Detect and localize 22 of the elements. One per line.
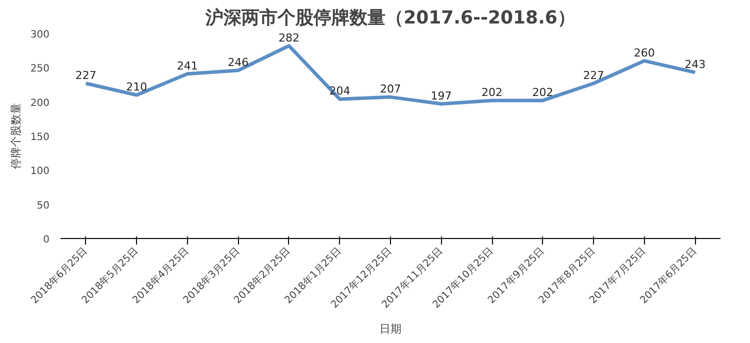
data-label: 243 [684, 58, 706, 71]
y-tick-label: 50 [36, 200, 50, 212]
x-axis-title: 日期 [380, 322, 402, 336]
data-label: 227 [75, 68, 96, 82]
y-axis-title: 停牌个股数量 [9, 103, 22, 169]
y-tick-label: 200 [30, 98, 50, 109]
y-tick-label: 150 [30, 132, 50, 143]
data-label: 246 [228, 56, 249, 69]
data-label: 202 [532, 86, 554, 99]
y-tick-label: 0 [43, 234, 50, 246]
chart-title: 沪深两市个股停牌数量（2017.6--2018.6） [204, 8, 576, 28]
y-tick-label: 250 [30, 64, 50, 75]
data-label: 241 [176, 59, 198, 72]
data-label: 202 [482, 86, 503, 99]
data-label: 197 [430, 89, 452, 102]
data-label: 227 [583, 68, 604, 82]
data-label: 260 [634, 46, 655, 60]
data-label: 207 [380, 82, 401, 96]
y-tick-label: 300 [30, 30, 50, 40]
data-label: 282 [278, 31, 300, 44]
data-label: 210 [126, 80, 148, 94]
y-tick-label: 100 [30, 166, 50, 178]
